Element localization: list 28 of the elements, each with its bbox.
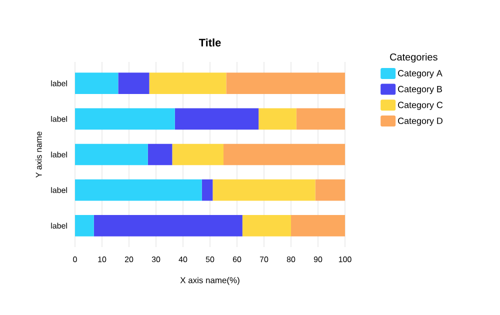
bar	[75, 214, 94, 236]
bar	[75, 108, 175, 130]
bar	[296, 108, 346, 130]
bar	[94, 214, 242, 236]
chart-title: Title	[198, 38, 221, 46]
bar	[242, 214, 292, 236]
legend-label: Category B	[398, 86, 442, 94]
legend-title: Categories	[390, 53, 438, 63]
bar	[224, 144, 346, 166]
bar	[202, 179, 213, 201]
bar	[258, 108, 296, 130]
x-axis-title: X axis name(%)	[180, 277, 240, 285]
bar	[75, 72, 118, 94]
y-axis-title: Y axis name	[36, 132, 42, 178]
bar	[172, 144, 224, 166]
legend-label: Category A	[398, 70, 442, 78]
bar	[291, 214, 346, 236]
bar	[75, 179, 202, 201]
bar	[212, 179, 316, 201]
bar	[315, 179, 346, 201]
bar	[75, 144, 148, 166]
bar	[226, 72, 346, 94]
bar	[148, 144, 172, 166]
bar	[149, 72, 226, 94]
bar	[118, 72, 150, 94]
legend-label: Category C	[398, 102, 443, 110]
legend-label: Category D	[398, 118, 442, 126]
bar	[174, 108, 259, 130]
